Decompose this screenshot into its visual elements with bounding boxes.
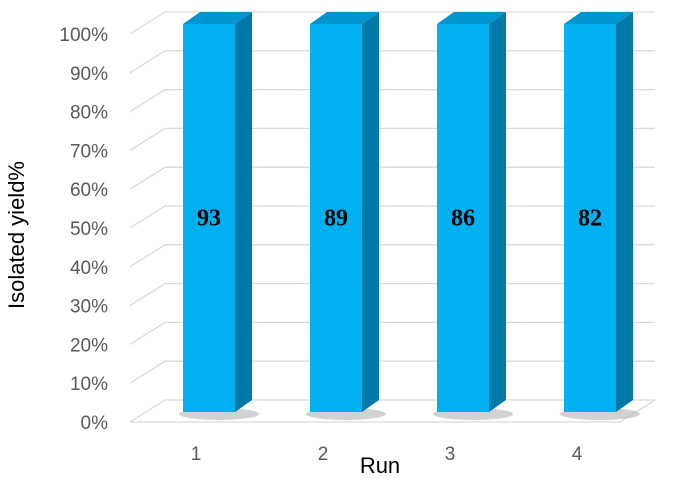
value-label: 86 [451,206,475,232]
bar-top [564,12,633,24]
y-tick-label: 70% [70,141,108,162]
y-axis-title: Isolated yield% [4,161,29,309]
y-tick-label: 80% [70,103,108,124]
bar-top [437,12,506,24]
bar-side [489,12,506,412]
y-tick-label: 20% [70,335,108,356]
value-label: 82 [578,206,602,232]
bar [310,24,362,412]
y-tick-label: 30% [70,297,108,318]
floor-edge [130,399,656,423]
bar [437,24,489,412]
bar-top [310,12,379,24]
bar [183,24,235,412]
value-label: 89 [324,206,348,232]
x-tick-label: 2 [318,444,329,465]
y-tick-label: 10% [70,374,108,395]
y-tick-label: 0% [81,413,109,434]
x-tick-label: 3 [445,444,456,465]
bar-side [362,12,379,412]
y-tick-label: 100% [59,25,108,46]
x-tick-label: 4 [572,444,583,465]
value-label: 93 [197,206,221,232]
bar-top [183,12,252,24]
y-tick-label: 40% [70,258,108,279]
bar-side [616,12,633,412]
x-axis-title: Run [360,453,400,478]
bar [564,24,616,412]
bar-side [235,12,252,412]
y-tick-label: 60% [70,180,108,201]
y-tick-label: 50% [70,219,108,240]
x-tick-label: 1 [191,444,202,465]
y-tick-label: 90% [70,64,108,85]
